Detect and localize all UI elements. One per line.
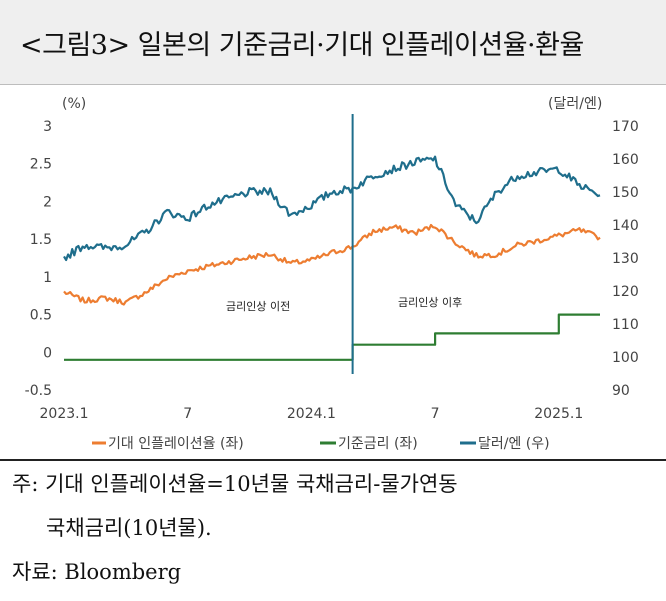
right-tick-label: 90 — [612, 383, 630, 399]
series-layer — [63, 155, 601, 361]
x-tick-label: 2025.1 — [534, 406, 583, 422]
left-tick-label: 1.5 — [30, 232, 52, 248]
chart-title: <그림3> 일본의 기준금리·기대 인플레이션율·환율 — [20, 29, 584, 61]
left-tick-label: 1 — [43, 270, 52, 286]
left-tick-label: -0.5 — [25, 383, 52, 399]
right-tick-label: 170 — [612, 119, 639, 135]
title-bar: <그림3> 일본의 기준금리·기대 인플레이션율·환율 — [0, 0, 666, 84]
legend: 기대 인플레이션율 (좌) 기준금리 (좌) 달러/엔 (우) — [92, 436, 550, 452]
note-line-1: 주: 기대 인플레이션율=10년물 국채금리-물가연동 — [12, 472, 458, 496]
title-divider — [0, 84, 666, 85]
right-tick-label: 120 — [612, 284, 639, 300]
left-axis-unit: (%) — [62, 96, 86, 112]
left-tick-label: 2.5 — [30, 157, 52, 173]
right-tick-label: 130 — [612, 251, 639, 267]
chart-plot: (%) (달러/엔) 3 2.5 2 1.5 1 0.5 0 -0.5 170 160 150 14… — [25, 96, 639, 452]
series-line — [63, 223, 601, 306]
right-axis-unit: (달러/엔) — [548, 96, 602, 112]
x-axis: 2023.1 7 2024.1 7 2025.1 — [40, 406, 584, 422]
right-tick-label: 140 — [612, 218, 639, 234]
left-tick-label: 2 — [43, 194, 52, 210]
x-tick-label: 2024.1 — [287, 406, 336, 422]
right-tick-label: 150 — [612, 185, 639, 201]
chart-bottom-divider — [0, 459, 666, 461]
right-tick-label: 160 — [612, 152, 639, 168]
note-line-2: 국채금리(10년물). — [46, 516, 212, 540]
left-tick-label: 0.5 — [30, 308, 52, 324]
legend-label-policy-rate: 기준금리 (좌) — [338, 436, 418, 452]
right-tick-label: 110 — [612, 317, 639, 333]
x-tick-label: 7 — [431, 406, 440, 422]
source-note: 자료: Bloomberg — [12, 560, 182, 584]
series-line — [63, 155, 601, 262]
x-tick-label: 7 — [183, 406, 192, 422]
left-axis: 3 2.5 2 1.5 1 0.5 0 -0.5 — [25, 119, 52, 399]
annotation-after-hike: 금리인상 이후 — [398, 296, 462, 309]
right-tick-label: 100 — [612, 350, 639, 366]
left-tick-label: 0 — [43, 345, 52, 361]
legend-label-inflation: 기대 인플레이션율 (좌) — [108, 436, 244, 452]
series-line — [64, 313, 600, 361]
x-tick-label: 2023.1 — [40, 406, 89, 422]
right-axis: 170 160 150 140 130 120 110 100 90 — [612, 119, 639, 399]
left-tick-label: 3 — [43, 119, 52, 135]
legend-label-usdjpy: 달러/엔 (우) — [478, 436, 550, 452]
annotation-before-hike: 금리인상 이전 — [226, 300, 290, 313]
